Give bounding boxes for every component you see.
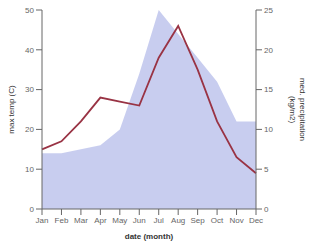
svg-text:50: 50 [25,6,34,15]
svg-text:40: 40 [25,46,34,55]
svg-text:5: 5 [264,165,269,174]
svg-text:Nov: Nov [229,216,243,225]
svg-text:Feb: Feb [55,216,69,225]
svg-text:Apr: Apr [94,216,107,225]
svg-text:15: 15 [264,85,273,94]
svg-text:Mar: Mar [74,216,88,225]
svg-text:Aug: Aug [171,216,185,225]
svg-text:10: 10 [264,125,273,134]
svg-text:20: 20 [264,46,273,55]
svg-text:25: 25 [264,6,273,15]
svg-text:max temp (C): max temp (C) [8,85,16,134]
svg-text:Oct: Oct [211,216,224,225]
svg-text:Dec: Dec [249,216,263,225]
svg-text:med. precipitation(kg/m2): med. precipitation(kg/m2) [288,78,307,141]
svg-text:Jul: Jul [154,216,164,225]
svg-text:date (month): date (month) [125,232,174,241]
svg-text:May: May [112,216,127,225]
svg-text:0: 0 [264,205,269,214]
svg-text:20: 20 [25,125,34,134]
svg-text:Jan: Jan [36,216,49,225]
svg-text:0: 0 [30,205,35,214]
svg-text:Jun: Jun [133,216,146,225]
svg-text:10: 10 [25,165,34,174]
svg-text:Sep: Sep [191,216,206,225]
svg-text:30: 30 [25,85,34,94]
